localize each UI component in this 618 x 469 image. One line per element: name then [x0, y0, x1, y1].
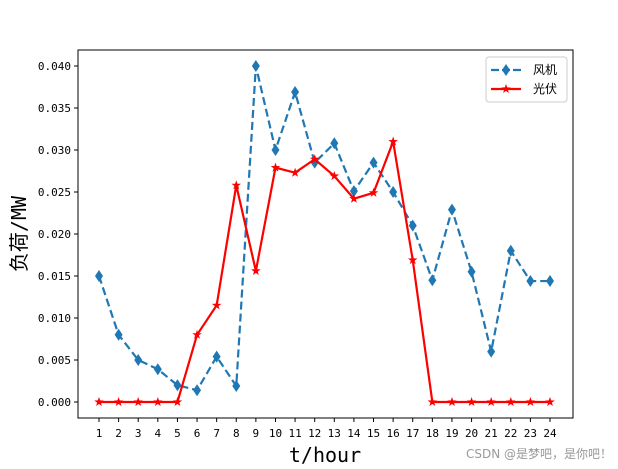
plot-area — [77, 49, 574, 419]
y-tick-label: 0.025 — [38, 186, 71, 199]
y-tick-label: 0.010 — [38, 312, 71, 325]
y-axis-label: 负荷/MW — [7, 195, 31, 272]
data-point — [251, 60, 260, 72]
y-tick-label: 0.020 — [38, 228, 71, 241]
data-point — [153, 397, 163, 406]
data-point — [231, 180, 241, 190]
data-point — [526, 275, 535, 288]
data-point — [368, 187, 379, 197]
data-point — [329, 171, 340, 181]
x-tick-label: 13 — [328, 427, 341, 440]
x-tick-label: 5 — [174, 427, 181, 440]
data-point — [134, 354, 143, 366]
data-point — [486, 397, 496, 406]
x-tick-label: 15 — [367, 427, 380, 440]
data-point — [408, 219, 417, 232]
data-point — [388, 136, 398, 146]
legend-marker — [502, 64, 510, 76]
x-tick-label: 2 — [115, 427, 122, 440]
data-point — [173, 379, 182, 392]
data-point — [212, 350, 221, 363]
data-point — [349, 193, 359, 203]
data-point — [369, 156, 378, 169]
data-point — [545, 397, 555, 406]
data-point — [232, 380, 241, 393]
x-tick-label: 8 — [233, 427, 240, 440]
x-tick-label: 6 — [194, 427, 201, 440]
data-point — [487, 345, 496, 358]
data-point — [133, 397, 143, 406]
legend-label: 风机 — [533, 63, 557, 77]
x-tick-label: 7 — [213, 427, 220, 440]
data-point — [309, 154, 320, 164]
y-tick-label: 0.035 — [38, 102, 71, 115]
x-tick-label: 11 — [288, 427, 301, 440]
data-point — [389, 186, 398, 198]
x-axis-label: t/hour — [289, 443, 361, 467]
x-tick-label: 23 — [524, 427, 537, 440]
y-tick-label: 0.030 — [38, 144, 71, 157]
data-point — [427, 397, 438, 406]
data-point — [291, 86, 300, 99]
x-tick-label: 20 — [465, 427, 478, 440]
watermark: CSDN @是梦吧，是你吧！ — [466, 447, 612, 461]
x-tick-label: 21 — [485, 427, 498, 440]
x-tick-label: 1 — [96, 427, 103, 440]
data-point — [153, 363, 162, 376]
data-point — [506, 397, 516, 406]
data-point — [506, 244, 515, 257]
data-point — [428, 274, 437, 287]
x-tick-label: 22 — [504, 427, 517, 440]
x-tick-label: 4 — [155, 427, 162, 440]
data-point — [330, 137, 339, 150]
data-point — [466, 397, 477, 406]
y-tick-label: 0.005 — [38, 354, 71, 367]
series-line — [97, 65, 550, 392]
data-point — [113, 397, 124, 406]
data-point — [114, 328, 123, 341]
data-point — [211, 300, 222, 310]
data-point — [270, 162, 281, 172]
x-tick-label: 16 — [387, 427, 400, 440]
data-point — [447, 397, 457, 406]
series-line — [99, 137, 550, 404]
x-tick-label: 18 — [426, 427, 439, 440]
x-tick-label: 17 — [406, 427, 419, 440]
data-point — [408, 255, 418, 265]
x-tick-label: 10 — [269, 427, 282, 440]
data-point — [251, 266, 261, 275]
x-tick-label: 19 — [445, 427, 458, 440]
data-point — [447, 203, 456, 216]
y-tick-label: 0.015 — [38, 270, 71, 283]
x-tick-label: 3 — [135, 427, 142, 440]
data-point — [95, 270, 103, 282]
data-point — [467, 265, 476, 278]
x-tick-label: 9 — [253, 427, 260, 440]
y-tick-label: 0.000 — [38, 396, 71, 409]
series-wind — [95, 60, 554, 397]
x-tick-label: 12 — [308, 427, 321, 440]
data-point — [94, 397, 104, 406]
legend-label: 光伏 — [533, 82, 557, 96]
x-tick-label: 24 — [543, 427, 557, 440]
data-point — [525, 397, 536, 406]
data-point — [271, 144, 280, 156]
x-tick-label: 14 — [347, 427, 361, 440]
data-point — [546, 275, 554, 288]
data-point — [349, 185, 358, 198]
legend-marker — [501, 84, 511, 93]
data-point — [290, 167, 300, 177]
y-tick-label: 0.040 — [38, 60, 71, 73]
series-solar — [94, 136, 555, 406]
data-point — [193, 384, 202, 397]
data-point — [192, 329, 202, 339]
data-point — [172, 397, 183, 406]
